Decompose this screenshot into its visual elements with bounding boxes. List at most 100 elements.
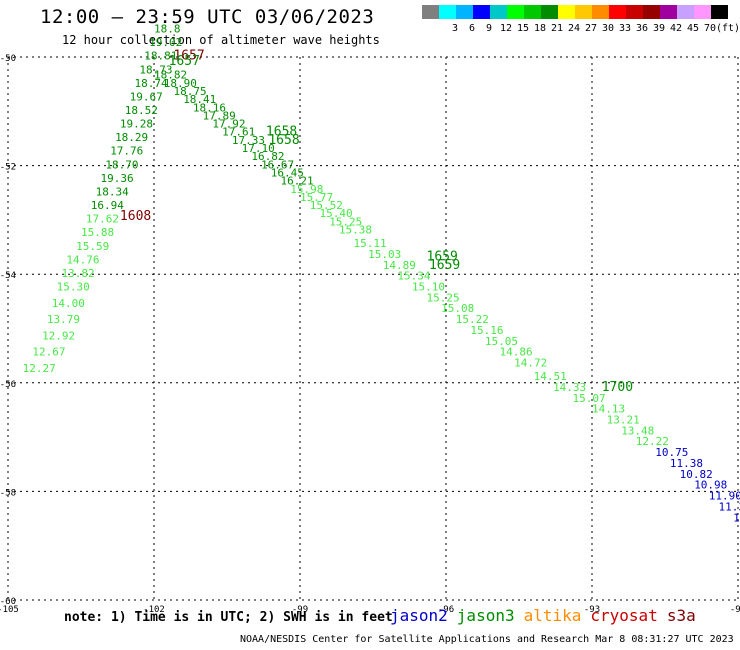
swh-label: 12.67 <box>32 346 65 359</box>
colorbar-swatch <box>422 5 439 19</box>
swh-label: 18.29 <box>115 131 148 144</box>
colorbar-swatch <box>609 5 626 19</box>
swh-label: 11.38 <box>670 457 703 470</box>
swh-label: 18.16 <box>193 101 226 114</box>
swh-label: 17.61 <box>222 126 255 139</box>
swh-label: 17.33 <box>232 134 265 147</box>
colorbar-swatch <box>439 5 456 19</box>
lon-tick-label: -105 <box>0 605 19 615</box>
swh-label: 15.22 <box>456 313 489 326</box>
color-legend: 3 6 9 12 15 18 21 24 27 30 33 36 39 42 45 70 (ft) <box>422 5 740 34</box>
swh-label: 15.77 <box>300 191 333 204</box>
lon-tick-label: -102 <box>143 605 165 615</box>
swh-label: 17.92 <box>212 118 245 131</box>
swh-label: 18.8 <box>154 23 181 36</box>
swh-label: 19.28 <box>120 118 153 131</box>
swh-label: 15.25 <box>329 215 362 228</box>
colorbar-swatch <box>558 5 575 19</box>
swh-label: 11.21 <box>733 511 740 524</box>
swh-label: 10.98 <box>694 479 727 492</box>
colorbar-swatch <box>541 5 558 19</box>
sat-jason3: jason3 <box>456 606 515 625</box>
lon-tick-label: -99 <box>292 605 308 615</box>
colorbar-label: 33 <box>619 23 631 34</box>
swh-label: 16.82 <box>251 150 284 163</box>
colorbar-label: 30 <box>602 23 614 34</box>
swh-label: 16.21 <box>281 175 314 188</box>
colorbar-label: 3 <box>452 23 458 34</box>
swh-label: 12.22 <box>636 435 669 448</box>
swh-label: 15.34 <box>397 270 430 283</box>
lat-tick-label: -58 <box>0 488 16 498</box>
swh-label: 14.51 <box>534 370 567 383</box>
swh-label: 17.76 <box>110 145 143 158</box>
colorbar-swatch <box>507 5 524 19</box>
swh-label: 13.82 <box>62 267 95 280</box>
swh-label: 14.89 <box>383 259 416 272</box>
swh-label: 15.52 <box>310 199 343 212</box>
swh-label: 18.41 <box>183 93 216 106</box>
lat-tick-label: -52 <box>0 163 16 173</box>
swh-label: 18.75 <box>173 85 206 98</box>
swh-label: 13.79 <box>47 313 80 326</box>
credit-line: NOAA/NESDIS Center for Satellite Applica… <box>240 634 734 645</box>
lat-tick-label: -56 <box>0 380 16 390</box>
swh-label: 15.98 <box>290 183 323 196</box>
swh-label: 15.88 <box>81 226 114 239</box>
colorbar-swatch <box>694 5 711 19</box>
time-label: 1658 <box>268 133 299 148</box>
swh-label: 14.33 <box>553 381 586 394</box>
swh-label: 16.94 <box>91 199 124 212</box>
colorbar-label: 18 <box>534 23 546 34</box>
swh-label: 12.27 <box>23 362 56 375</box>
colorbar-label: 39 <box>653 23 665 34</box>
swh-label: 19.02 <box>149 36 182 49</box>
time-label: 1700 <box>602 380 633 395</box>
swh-label: 14.13 <box>592 403 625 416</box>
colorbar-label: 9 <box>486 23 492 34</box>
colorbar-swatch <box>575 5 592 19</box>
colorbar-swatch <box>524 5 541 19</box>
colorbar-swatch <box>456 5 473 19</box>
colorbar-label: 45 <box>687 23 699 34</box>
swh-label: 15.10 <box>412 280 445 293</box>
lat-tick-label: -60 <box>0 597 16 607</box>
swh-label: 14.76 <box>66 253 99 266</box>
swh-label: 18.74 <box>135 77 168 90</box>
swh-label: 10.82 <box>680 468 713 481</box>
swh-label: 17.62 <box>86 213 119 226</box>
lon-tick-label: -93 <box>584 605 600 615</box>
lat-tick-label: -54 <box>0 271 16 281</box>
satellite-legend: jason2 jason3 altika cryosat s3a <box>390 606 705 625</box>
colorbar-label: 6 <box>469 23 475 34</box>
swh-label: 15.05 <box>485 335 518 348</box>
swh-label: 17.89 <box>203 109 236 122</box>
colorbar-unit: (ft) <box>716 23 740 34</box>
swh-label: 15.30 <box>57 280 90 293</box>
swh-label: 14.00 <box>52 297 85 310</box>
colorbar-swatch <box>592 5 609 19</box>
colorbar-swatch <box>711 5 728 19</box>
swh-label: 13.48 <box>621 424 654 437</box>
sat-jason2: jason2 <box>390 606 448 625</box>
swh-label: 19.67 <box>130 90 163 103</box>
colorbar-swatch <box>490 5 507 19</box>
swh-label: 18.70 <box>105 158 138 171</box>
time-label: 1658 <box>266 125 297 140</box>
swh-label: 18.34 <box>96 185 129 198</box>
swh-label: 12.92 <box>42 329 75 342</box>
colorbar-swatch <box>677 5 694 19</box>
swh-label: 18.90 <box>164 77 197 90</box>
colorbar-swatch <box>473 5 490 19</box>
colorbar-label: 27 <box>585 23 597 34</box>
swh-label: 11.31 <box>719 500 740 513</box>
swh-label: 15.25 <box>427 291 460 304</box>
swh-label: 15.08 <box>441 302 474 315</box>
map-title: 12:00 – 23:59 UTC 03/06/2023 <box>40 6 375 28</box>
swh-label: 15.03 <box>368 248 401 261</box>
swh-label: 14.86 <box>500 346 533 359</box>
colorbar-label: 15 <box>517 23 529 34</box>
swh-label: 15.07 <box>573 392 606 405</box>
time-label: 1657 <box>173 49 204 64</box>
